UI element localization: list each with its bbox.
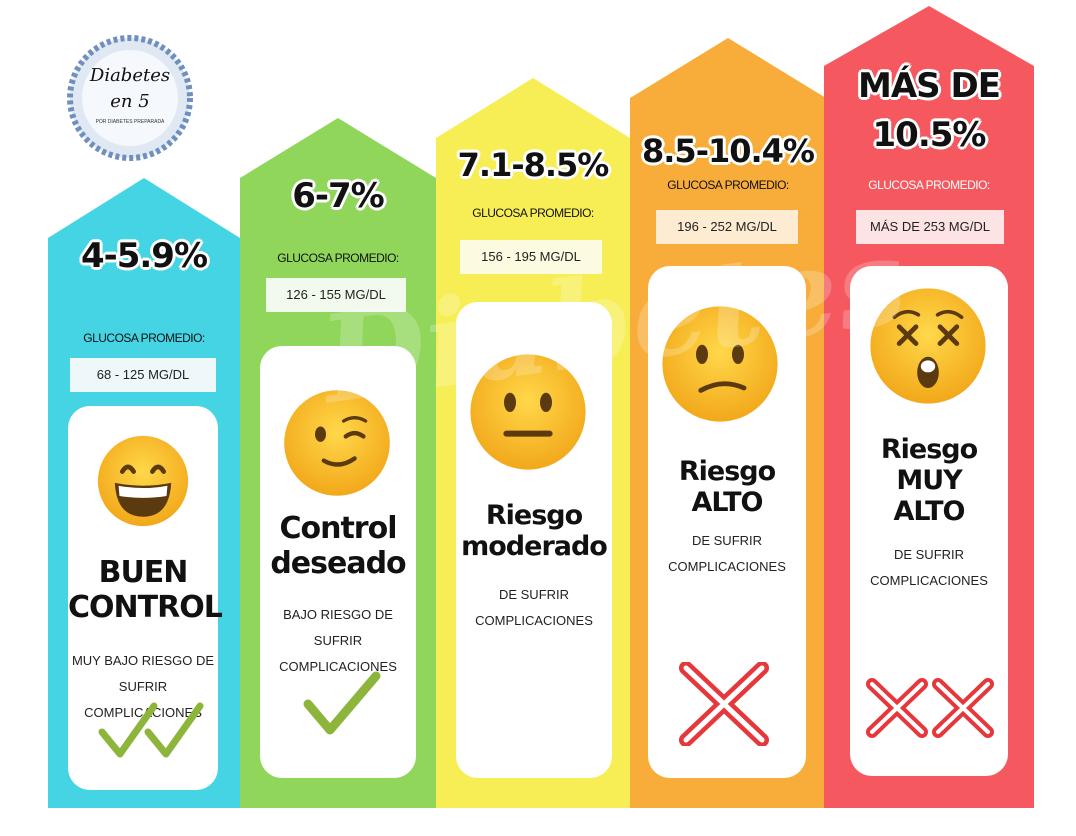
percent-label-line: 10.5% xyxy=(872,115,987,156)
diabetes-en-5-logo-icon xyxy=(67,35,193,161)
percent-label: 8.5-10.4% xyxy=(642,132,815,170)
status-description-line: MUY BAJO RIESGO DE xyxy=(71,653,215,668)
glucose-label: GLUCOSA PROMEDIO: xyxy=(868,178,990,192)
double-cross-icon xyxy=(866,678,994,738)
confused-face-icon xyxy=(662,306,778,422)
logo: Diabetes en 5 POR DIABETES PREPARADA xyxy=(62,35,198,161)
status-card: Riesgo ALTO DE SUFRIR COMPLICACIONES xyxy=(648,266,806,778)
status-description: MUY BAJO RIESGO DE SUFRIR COMPLICACIONES xyxy=(68,648,218,726)
status-title-line: Riesgo xyxy=(678,456,776,487)
glucose-label: GLUCOSA PROMEDIO: xyxy=(472,206,594,220)
grinning-face-icon xyxy=(97,435,189,527)
percent-label: 4-5.9% xyxy=(80,236,208,276)
winking-face-icon xyxy=(284,390,390,496)
glucose-label: GLUCOSA PROMEDIO: xyxy=(277,251,399,265)
cross-icon xyxy=(679,662,769,746)
column-good-control: 4-5.9% GLUCOSA PROMEDIO: 68 - 125 MG/DL … xyxy=(48,178,240,808)
column-moderate-risk: 7.1-8.5% GLUCOSA PROMEDIO: 156 - 195 MG/… xyxy=(436,78,630,808)
percent-label: 6-7% xyxy=(292,176,385,216)
status-title-line: ALTO xyxy=(893,496,965,528)
logo-tagline: POR DIABETES PREPARADA xyxy=(95,119,165,125)
status-description-line: COMPLICACIONES xyxy=(870,573,988,588)
status-title-line: Riesgo xyxy=(880,434,978,465)
glucose-range: 156 - 195 MG/DL xyxy=(460,240,602,274)
status-title-line: ALTO xyxy=(691,487,763,519)
status-description-line: SUFRIR COMPLICACIONES xyxy=(84,679,202,720)
status-title: Control deseado xyxy=(260,511,416,581)
status-card: BUEN CONTROL MUY BAJO RIESGO DE SUFRIR C… xyxy=(68,406,223,790)
glucose-label: GLUCOSA PROMEDIO: xyxy=(667,178,789,192)
status-description-line: DE SUFRIR xyxy=(893,547,965,562)
status-title-line: deseado xyxy=(270,545,406,581)
status-title: Riesgo moderado xyxy=(456,500,612,562)
percent-label: 7.1-8.5% xyxy=(457,146,610,184)
status-title: BUEN CONTROL xyxy=(68,555,223,625)
status-title: Riesgo ALTO xyxy=(648,456,806,518)
glucose-range: 68 - 125 MG/DL xyxy=(70,358,216,392)
status-title-line: CONTROL xyxy=(68,589,223,625)
status-description: BAJO RIESGO DE SUFRIR COMPLICACIONES xyxy=(260,602,416,680)
column-high-risk: 8.5-10.4% GLUCOSA PROMEDIO: 196 - 252 MG… xyxy=(630,38,826,808)
status-description-line: COMPLICACIONES xyxy=(279,659,397,674)
status-card: Riesgo moderado DE SUFRIR COMPLICACIONES xyxy=(456,302,612,778)
column-desired-control: 6-7% GLUCOSA PROMEDIO: 126 - 155 MG/DL C… xyxy=(240,118,436,808)
status-title-line: moderado xyxy=(461,531,608,563)
check-icon xyxy=(303,671,381,735)
glucose-range: MÁS DE 253 MG/DL xyxy=(856,210,1004,244)
status-title-line: MUY xyxy=(896,465,962,497)
status-title-line: Riesgo xyxy=(485,500,583,531)
percent-label-line: MÁS DE xyxy=(858,66,1001,106)
dizzy-face-icon xyxy=(870,288,986,404)
glucose-range: 126 - 155 MG/DL xyxy=(266,278,406,312)
logo-line1: Diabetes xyxy=(89,65,171,86)
status-card: Control deseado BAJO RIESGO DE SUFRIR CO… xyxy=(260,346,416,778)
double-check-icon xyxy=(98,702,204,758)
neutral-face-icon xyxy=(470,354,586,470)
percent-label: MÁS DE 10.5% xyxy=(824,62,1034,161)
logo-line2: en 5 xyxy=(110,91,150,112)
glucose-range: 196 - 252 MG/DL xyxy=(656,210,798,244)
status-description-line: BAJO RIESGO DE SUFRIR xyxy=(283,607,393,648)
status-description-line: DE SUFRIR xyxy=(498,587,570,602)
status-title: Riesgo MUY ALTO xyxy=(850,434,1008,527)
status-description: DE SUFRIR COMPLICACIONES xyxy=(850,542,1008,594)
status-description-line: COMPLICACIONES xyxy=(668,559,786,574)
column-very-high-risk: MÁS DE 10.5% GLUCOSA PROMEDIO: MÁS DE 25… xyxy=(824,6,1034,808)
status-description-line: DE SUFRIR xyxy=(691,533,763,548)
status-title-line: BUEN xyxy=(98,555,189,590)
status-description: DE SUFRIR COMPLICACIONES xyxy=(648,528,806,580)
glucose-label: GLUCOSA PROMEDIO: xyxy=(83,331,205,345)
status-title-line: Control xyxy=(279,511,397,546)
status-description-line: COMPLICACIONES xyxy=(475,613,593,628)
status-description: DE SUFRIR COMPLICACIONES xyxy=(456,582,612,634)
status-card: Riesgo MUY ALTO DE SUFRIR COMPLICACIONES xyxy=(850,266,1008,776)
